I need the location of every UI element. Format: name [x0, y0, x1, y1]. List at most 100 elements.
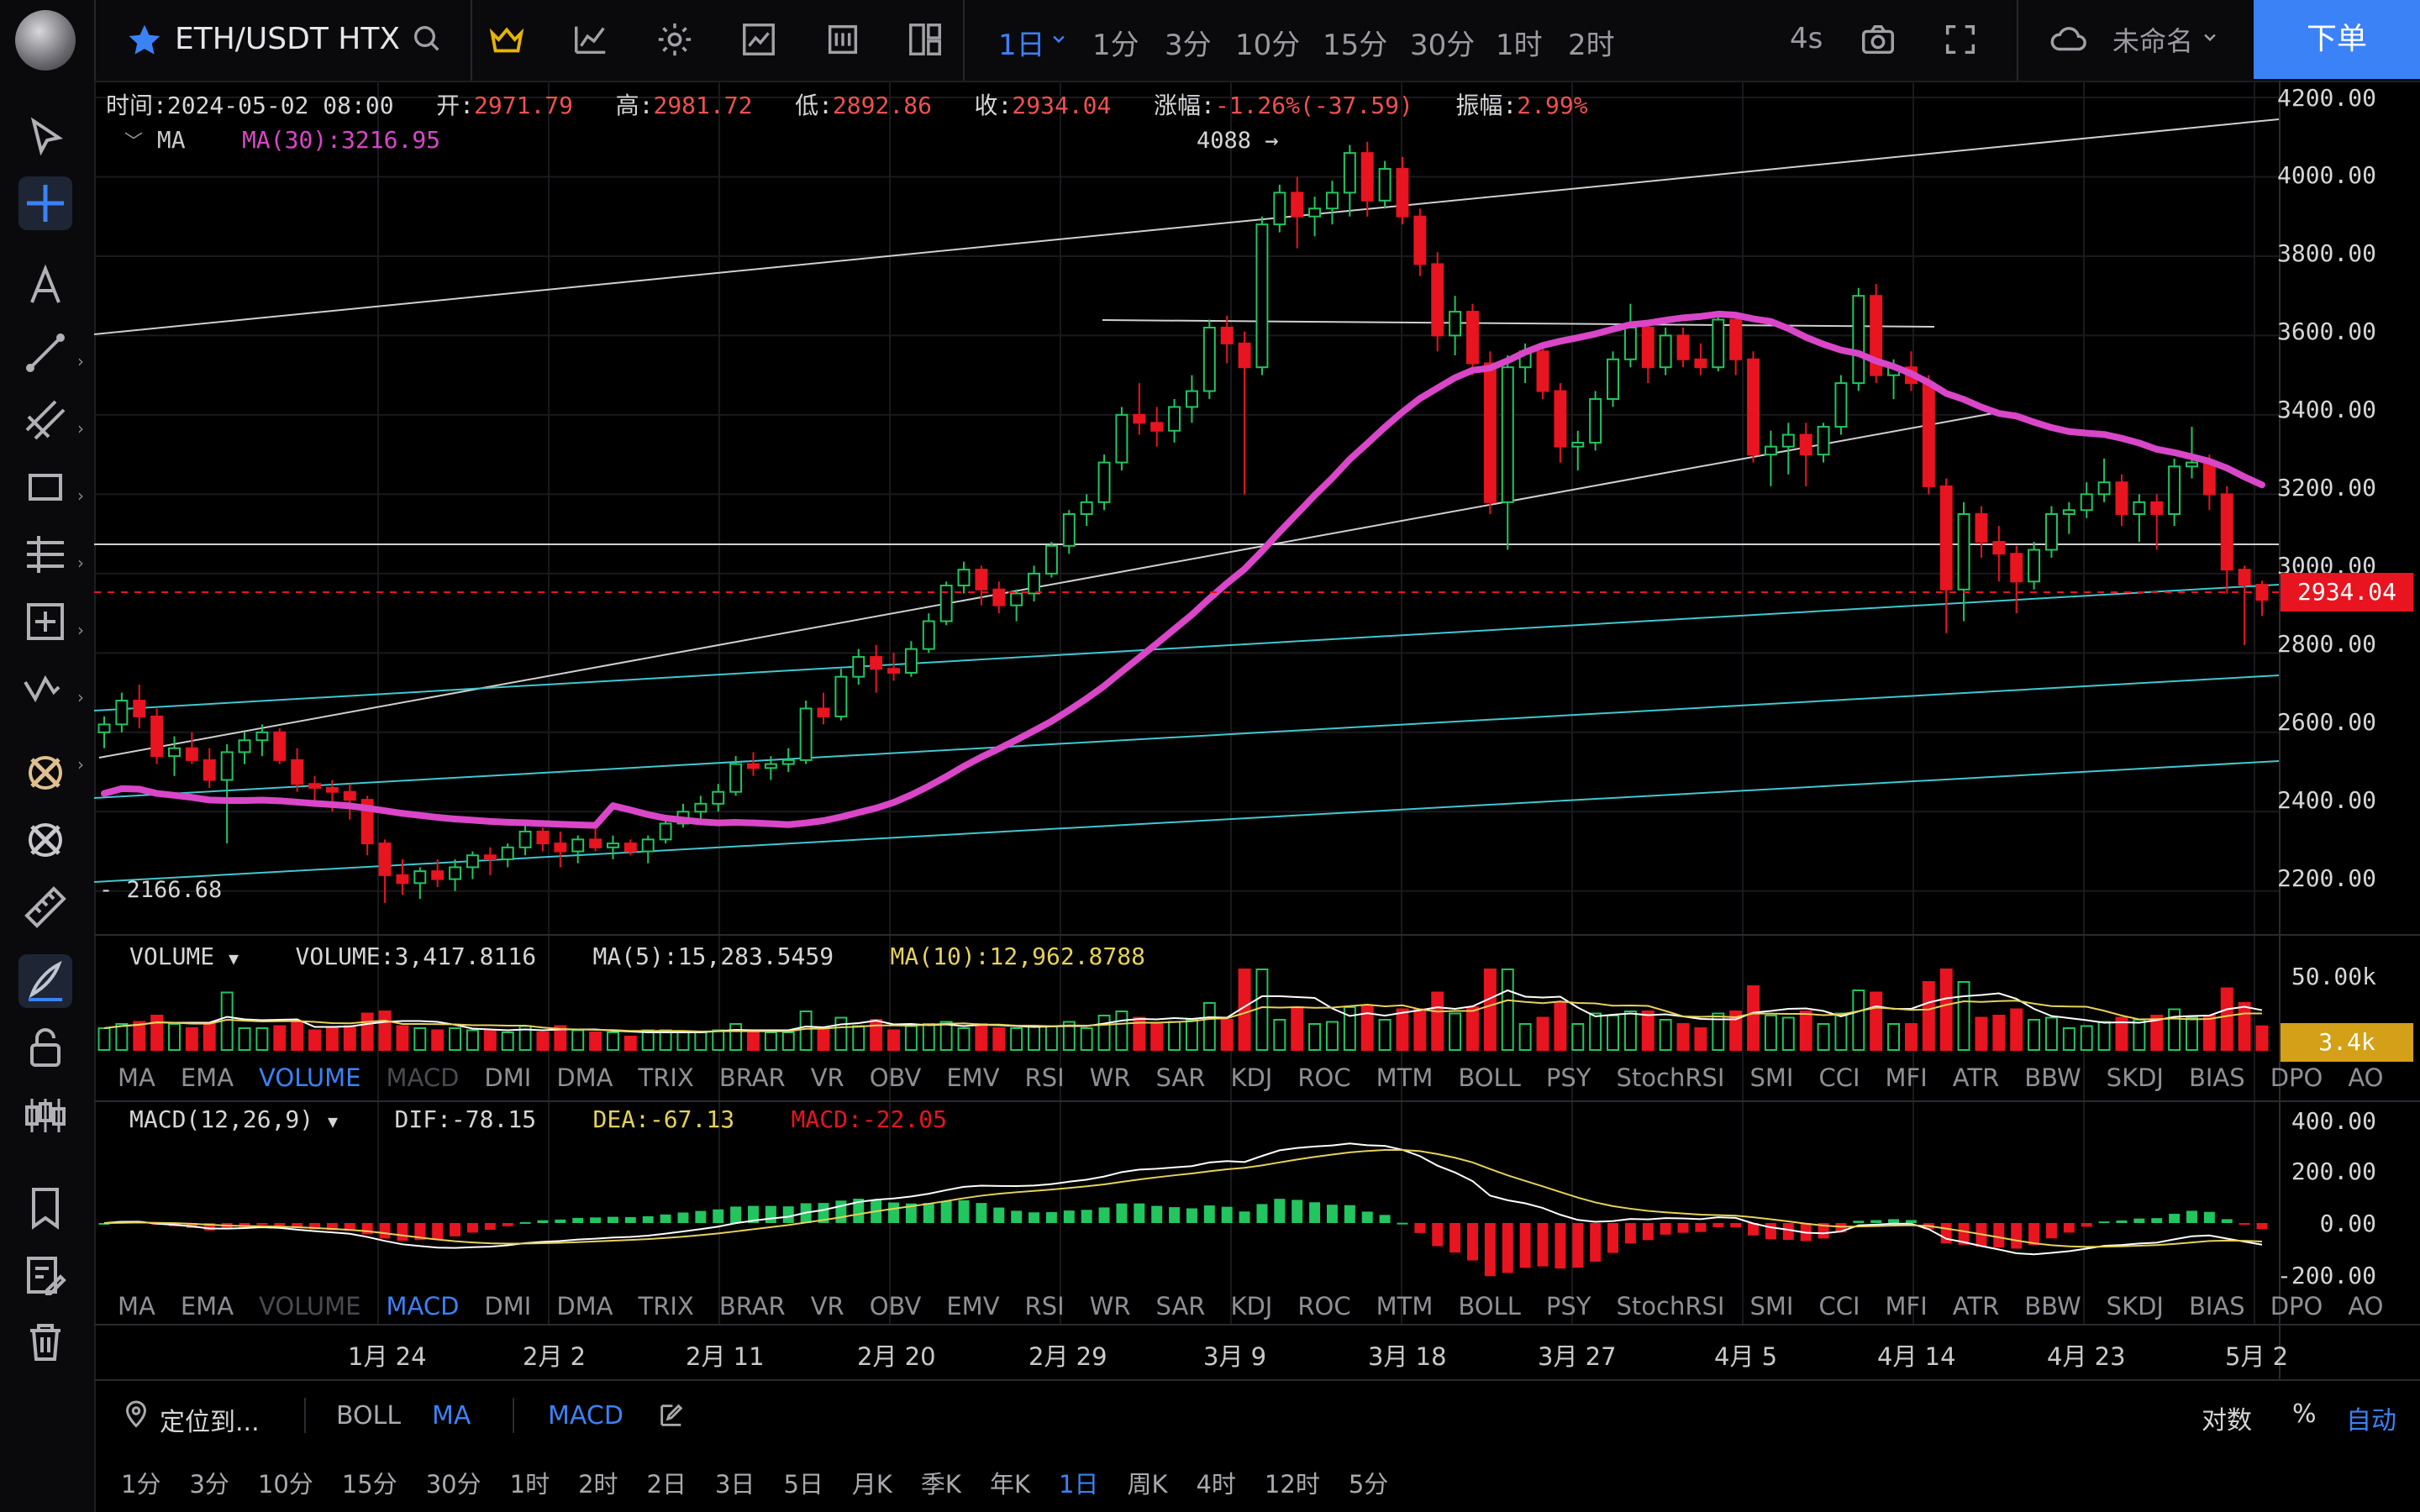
indicator-tab-obv[interactable]: OBV — [869, 1063, 922, 1092]
caret-down-icon[interactable]: ▼ — [229, 948, 239, 969]
expand-chevron-icon[interactable]: › — [77, 620, 84, 640]
magnet-icon[interactable] — [18, 746, 72, 800]
interval-1[interactable]: 3分 — [189, 1470, 229, 1499]
indicator-tab-vr[interactable]: VR — [810, 1292, 844, 1320]
indicator-tab-ao[interactable]: AO — [2348, 1063, 2384, 1092]
macd-name[interactable]: MACD(12,26,9) — [129, 1105, 314, 1133]
indicator-tab-roc[interactable]: ROC — [1297, 1292, 1351, 1320]
interval-6[interactable]: 2时 — [578, 1470, 618, 1499]
indicator-tab-ma[interactable]: MA — [118, 1063, 155, 1092]
expand-chevron-icon[interactable]: › — [77, 687, 84, 707]
indicator-tab-bbw[interactable]: BBW — [2024, 1292, 2081, 1320]
fibonacci-icon[interactable] — [18, 528, 72, 581]
indicator-tab-macd[interactable]: MACD — [386, 1063, 460, 1092]
refresh-interval[interactable]: 4s — [1790, 22, 1823, 55]
interval-0[interactable]: 1分 — [121, 1470, 161, 1499]
indicator-tab-ao[interactable]: AO — [2348, 1292, 2384, 1320]
indicator-tab-volume[interactable]: VOLUME — [259, 1063, 361, 1092]
expand-chevron-icon[interactable]: › — [77, 754, 84, 774]
indicator-tab-obv[interactable]: OBV — [869, 1292, 922, 1320]
fullscreen-icon[interactable] — [1941, 20, 1980, 59]
indicator-tab-ema[interactable]: EMA — [180, 1292, 234, 1320]
symbol-title[interactable]: ETH/USDT HTX — [175, 22, 401, 56]
indicator-tab-smi[interactable]: SMI — [1749, 1292, 1794, 1320]
indicator-tab-rsi[interactable]: RSI — [1024, 1063, 1065, 1092]
indicator-tab-rsi[interactable]: RSI — [1024, 1292, 1065, 1320]
indicator-tab-dpo[interactable]: DPO — [2270, 1063, 2323, 1092]
macd-toggle[interactable]: MACD — [548, 1401, 623, 1431]
template-icon[interactable] — [823, 20, 862, 59]
indicator-tab-mfi[interactable]: MFI — [1885, 1292, 1928, 1320]
workspace-name[interactable]: 未命名 — [2112, 25, 2194, 57]
indicator-tab-wr[interactable]: WR — [1089, 1063, 1131, 1092]
locate-icon[interactable] — [121, 1399, 151, 1430]
chart-type-icon[interactable] — [739, 20, 778, 59]
indicator-tab-trix[interactable]: TRIX — [638, 1292, 694, 1320]
indicator-tab-volume[interactable]: VOLUME — [259, 1292, 361, 1320]
indicator-tab-kdj[interactable]: KDJ — [1230, 1063, 1273, 1092]
indicator-tab-stochrsi[interactable]: StochRSI — [1616, 1063, 1725, 1092]
indicator-tab-brar[interactable]: BRAR — [718, 1063, 786, 1092]
interval-5[interactable]: 1时 — [509, 1470, 550, 1499]
indicator-tab-sar[interactable]: SAR — [1155, 1063, 1206, 1092]
cloud-icon[interactable] — [2047, 20, 2086, 59]
indicator-tab-trix[interactable]: TRIX — [638, 1063, 694, 1092]
indicator-tab-roc[interactable]: ROC — [1297, 1063, 1351, 1092]
interval-12[interactable]: 年K — [989, 1470, 1030, 1499]
lock-icon[interactable] — [18, 1021, 72, 1075]
indicator-tab-dma[interactable]: DMA — [556, 1063, 613, 1092]
interval-17[interactable]: 5分 — [1348, 1470, 1389, 1499]
auto-scale-toggle[interactable]: 自动 — [2346, 1406, 2396, 1436]
interval-16[interactable]: 12时 — [1264, 1470, 1320, 1499]
indicator-tab-skdj[interactable]: SKDJ — [2106, 1292, 2164, 1320]
chevron-down-icon[interactable] — [1050, 30, 1067, 47]
interval-7[interactable]: 2日 — [646, 1470, 687, 1499]
locate-button[interactable]: 定位到... — [160, 1408, 260, 1437]
indicator-tab-cci[interactable]: CCI — [1818, 1063, 1860, 1092]
indicator-tab-boll[interactable]: BOLL — [1458, 1063, 1521, 1092]
collapse-chevron-icon[interactable]: ﹀ — [124, 132, 144, 153]
timeframe-15m[interactable]: 15分 — [1323, 29, 1388, 62]
search-icon[interactable] — [410, 22, 449, 60]
interval-3[interactable]: 15分 — [341, 1470, 397, 1499]
indicator-tab-dmi[interactable]: DMI — [484, 1292, 532, 1320]
indicator-tab-mtm[interactable]: MTM — [1376, 1292, 1434, 1320]
interval-14[interactable]: 周K — [1127, 1470, 1168, 1499]
indicator-tab-bias[interactable]: BIAS — [2188, 1063, 2245, 1092]
indicator-icon[interactable] — [571, 20, 610, 59]
indicator-tab-brar[interactable]: BRAR — [718, 1292, 786, 1320]
indicator-tab-wr[interactable]: WR — [1089, 1292, 1131, 1320]
indicator-tab-skdj[interactable]: SKDJ — [2106, 1063, 2164, 1092]
indicator-tab-atr[interactable]: ATR — [1952, 1063, 2000, 1092]
expand-chevron-icon[interactable]: › — [77, 418, 84, 438]
indicator-tab-macd[interactable]: MACD — [386, 1292, 460, 1320]
indicator-tab-ema[interactable]: EMA — [180, 1063, 234, 1092]
app-logo[interactable] — [15, 10, 76, 71]
text-tool-icon[interactable] — [18, 259, 72, 312]
interval-9[interactable]: 5日 — [783, 1470, 823, 1499]
trendline-icon[interactable] — [18, 326, 72, 380]
indicator-tab-bias[interactable]: BIAS — [2188, 1292, 2245, 1320]
timeframe-30m[interactable]: 30分 — [1410, 29, 1476, 62]
ruler-icon[interactable] — [18, 880, 72, 934]
indicator-tab-dmi[interactable]: DMI — [484, 1063, 532, 1092]
strong-magnet-icon[interactable] — [18, 813, 72, 867]
indicator-tab-kdj[interactable]: KDJ — [1230, 1292, 1273, 1320]
candles-toggle-icon[interactable] — [18, 1089, 72, 1142]
interval-10[interactable]: 月K — [851, 1470, 892, 1499]
indicator-tab-vr[interactable]: VR — [810, 1063, 844, 1092]
workspace-chevron-icon[interactable] — [2202, 29, 2218, 45]
interval-13[interactable]: 1日 — [1058, 1470, 1099, 1499]
expand-chevron-icon[interactable]: › — [77, 351, 84, 371]
layout-icon[interactable] — [906, 20, 944, 59]
expand-chevron-icon[interactable]: › — [77, 553, 84, 573]
timeframe-10m[interactable]: 10分 — [1235, 29, 1301, 62]
interval-15[interactable]: 4时 — [1196, 1470, 1236, 1499]
boll-toggle[interactable]: BOLL — [336, 1401, 402, 1431]
interval-2[interactable]: 10分 — [257, 1470, 313, 1499]
favorite-star-icon[interactable] — [126, 22, 163, 59]
cursor-arrow-icon[interactable] — [18, 111, 72, 165]
order-button[interactable]: 下单 — [2254, 0, 2420, 79]
indicator-tab-smi[interactable]: SMI — [1749, 1063, 1794, 1092]
timeframe-1m[interactable]: 1分 — [1092, 29, 1139, 62]
